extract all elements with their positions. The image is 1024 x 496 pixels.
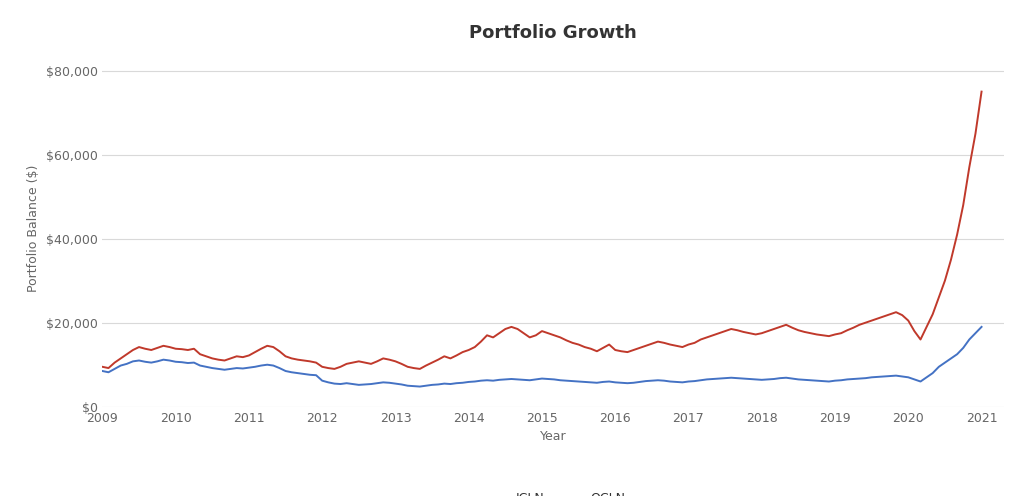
ICLN	[102, 370, 115, 375]
Title: Portfolio Growth: Portfolio Growth	[469, 24, 637, 43]
QCLN	[976, 89, 988, 95]
ICLN	[921, 374, 933, 380]
QCLN	[609, 347, 622, 353]
Legend: ICLN, QCLN: ICLN, QCLN	[481, 492, 625, 496]
ICLN	[139, 359, 152, 365]
Line: QCLN: QCLN	[102, 92, 982, 369]
QCLN	[921, 324, 933, 330]
ICLN	[414, 383, 426, 389]
QCLN	[102, 365, 115, 371]
ICLN	[793, 376, 805, 382]
Y-axis label: Portfolio Balance ($): Portfolio Balance ($)	[27, 165, 40, 292]
ICLN	[96, 368, 109, 374]
Line: ICLN: ICLN	[102, 327, 982, 386]
QCLN	[768, 326, 780, 332]
QCLN	[329, 366, 341, 372]
QCLN	[96, 364, 109, 370]
X-axis label: Year: Year	[540, 430, 566, 443]
QCLN	[139, 346, 152, 352]
ICLN	[976, 324, 988, 330]
ICLN	[768, 376, 780, 382]
QCLN	[793, 327, 805, 333]
ICLN	[609, 379, 622, 385]
